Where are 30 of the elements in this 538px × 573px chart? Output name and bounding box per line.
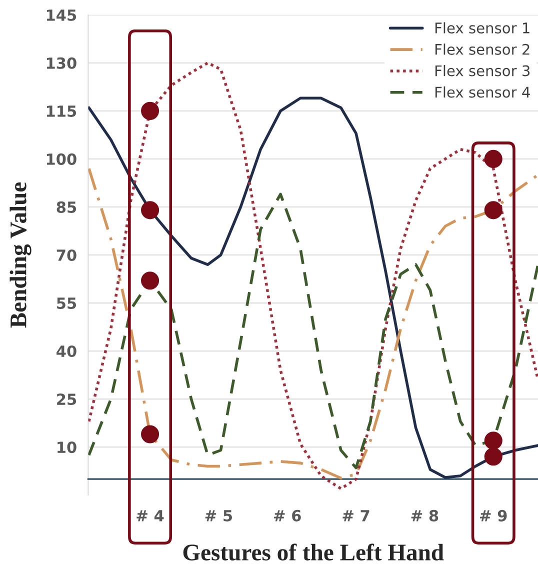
y-tick-label: 85: [56, 201, 76, 213]
legend-label: Flex sensor 4: [435, 86, 530, 98]
y-tick-label: 145: [46, 10, 76, 21]
point: [484, 448, 502, 466]
x-axis-title: Gestures of the Left Hand: [183, 544, 444, 561]
y-axis-title: Bending Value: [10, 182, 32, 328]
x-tick-label: # 5: [205, 510, 232, 522]
point: [141, 425, 160, 444]
x-tick-label: # 8: [411, 510, 438, 522]
y-tick-label: 100: [46, 153, 76, 165]
y-tick-label: 115: [46, 106, 76, 117]
point: [484, 150, 502, 168]
point: [141, 272, 160, 290]
x-tick-label: # 7: [342, 510, 370, 522]
point: [484, 432, 502, 450]
y-tick-label: 70: [56, 249, 76, 262]
point: [141, 102, 160, 120]
x-tick-label: # 9: [480, 510, 507, 522]
legend-label: Flex sensor 2: [435, 44, 530, 55]
y-tick-label: 40: [56, 345, 76, 358]
y-tick-label: 55: [57, 298, 76, 310]
x-tick-label: # 6: [274, 510, 301, 522]
y-tick-label: 130: [46, 57, 76, 69]
y-tick-label: 25: [57, 394, 76, 406]
legend-label: Flex sensor 1: [435, 22, 530, 34]
point: [141, 201, 160, 220]
x-tick-label: # 4: [136, 510, 164, 522]
y-tick-label: 10: [58, 442, 76, 454]
legend-label: Flex sensor 3: [435, 65, 530, 76]
point: [484, 201, 502, 220]
